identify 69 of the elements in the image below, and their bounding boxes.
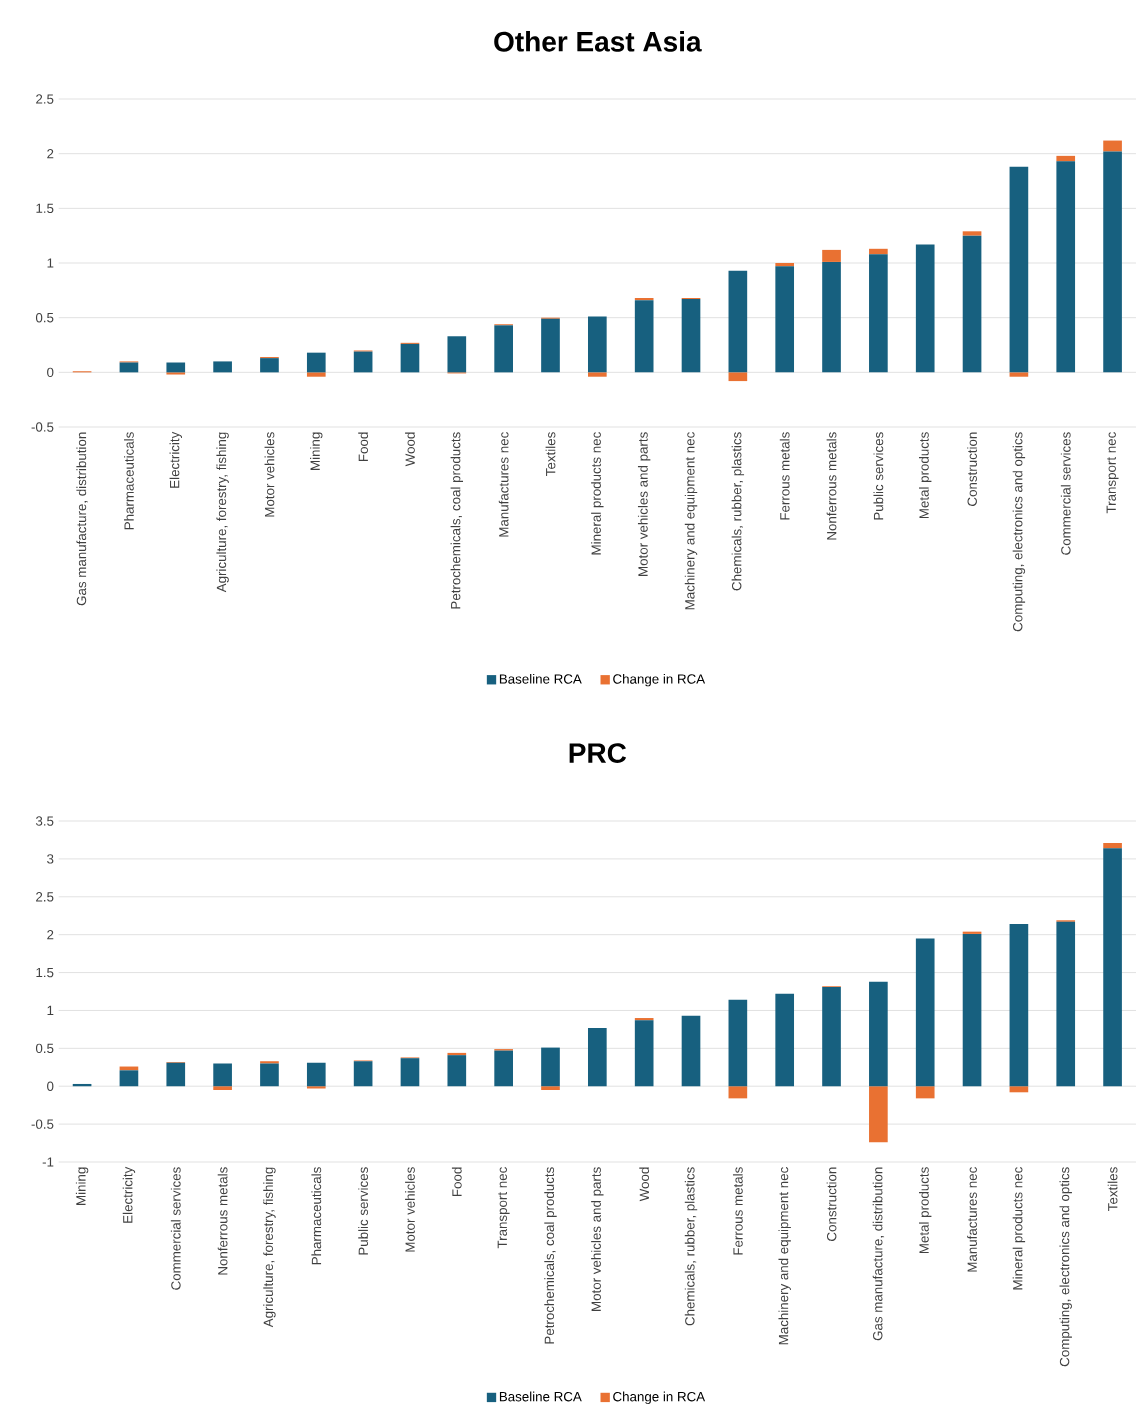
- x-tick-label: Transport nec: [497, 1167, 510, 1249]
- legend-label: Baseline RCA: [499, 673, 582, 684]
- x-tick-label: Manufactures nec: [967, 1167, 977, 1272]
- x-tick-label: Wood: [405, 432, 415, 467]
- x-tick-label: Pharmaceuticals: [124, 432, 134, 530]
- y-tick-label: 1.5: [36, 203, 54, 213]
- y-tick-label: 0: [47, 1081, 54, 1091]
- x-tick-label: Computing, electronics and optics: [1012, 432, 1026, 632]
- x-tick-label: Textiles: [545, 432, 556, 476]
- x-tick-label: Agriculture, forestry, fishing: [216, 432, 229, 593]
- x-tick-label: Food: [451, 1167, 462, 1197]
- y-tick-label: 0.5: [35, 312, 54, 323]
- x-tick-label: Pharmaceuticals: [311, 1167, 322, 1265]
- x-tick-label: Metal products: [919, 1167, 932, 1254]
- x-tick-label: Motor vehicles: [264, 432, 275, 517]
- x-tick-label: Food: [358, 432, 369, 462]
- y-tick-label: 1: [47, 1005, 54, 1016]
- x-tick-label: Manufactures nec: [498, 432, 509, 537]
- chart-title: PRC: [569, 743, 627, 763]
- x-tick-label: Chemicals, rubber, plastics: [684, 1167, 698, 1326]
- x-tick-label: Transport nec: [1106, 432, 1119, 514]
- x-tick-label: Mineral products nec: [1012, 1167, 1026, 1290]
- x-tick-label: Mining: [75, 1167, 89, 1205]
- x-tick-label: Electricity: [169, 431, 182, 488]
- x-tick-label: Public services: [358, 1167, 369, 1255]
- y-tick-label: -1: [42, 1157, 54, 1167]
- y-tick-label: 1: [47, 258, 54, 268]
- x-tick-label: Machinery and equipment nec: [778, 1167, 791, 1345]
- x-tick-label: Public services: [873, 432, 884, 520]
- y-tick-label: 2: [47, 149, 54, 159]
- x-tick-label: Textiles: [1107, 1167, 1118, 1211]
- x-tick-label: Nonferrous metals: [826, 432, 837, 540]
- x-tick-label: Wood: [639, 1167, 650, 1202]
- x-tick-label: Construction: [967, 432, 977, 506]
- y-tick-label: -0.5: [31, 422, 54, 432]
- y-tick-label: 3.5: [35, 816, 54, 826]
- y-tick-label: 3: [47, 854, 54, 864]
- x-tick-label: Chemicals, rubber, plastics: [731, 432, 745, 591]
- x-tick-label: Motor vehicles: [405, 1167, 415, 1252]
- x-tick-label: Electricity: [122, 1166, 136, 1223]
- y-tick-label: 2.5: [36, 892, 54, 902]
- x-tick-label: Gas manufacture, distribution: [872, 1167, 885, 1341]
- x-tick-label: Petrochemicals, coal products: [544, 1167, 557, 1344]
- x-tick-label: Motor vehicles and parts: [591, 1167, 604, 1311]
- y-tick-label: -0.5: [31, 1119, 54, 1129]
- x-tick-label: Gas manufacture, distribution: [76, 432, 88, 606]
- chart-title: Other East Asia: [494, 31, 702, 52]
- x-tick-label: Machinery and equipment nec: [684, 432, 698, 610]
- legend-label: Change in RCA: [613, 1391, 706, 1405]
- x-tick-label: Ferrous metals: [779, 432, 790, 520]
- y-tick-label: 2: [47, 930, 54, 940]
- x-tick-label: Ferrous metals: [732, 1167, 743, 1255]
- x-tick-label: Commercial services: [1060, 432, 1071, 555]
- legend-label: Change in RCA: [613, 673, 706, 687]
- y-tick-label: 0: [47, 367, 54, 378]
- x-tick-label: Agriculture, forestry, fishing: [263, 1167, 276, 1328]
- x-tick-label: Mineral products nec: [591, 432, 604, 555]
- x-tick-label: Commercial services: [170, 1167, 181, 1290]
- x-tick-label: Construction: [826, 1167, 837, 1241]
- x-tick-label: Mining: [310, 432, 323, 470]
- x-tick-label: Computing, electronics and optics: [1059, 1167, 1072, 1367]
- y-tick-label: 1.5: [36, 967, 54, 978]
- y-tick-label: 2.5: [36, 94, 54, 104]
- x-tick-label: Petrochemicals, coal products: [450, 432, 464, 609]
- y-tick-label: 0.5: [35, 1043, 54, 1054]
- x-tick-label: Nonferrous metals: [217, 1167, 228, 1275]
- legend-label: Baseline RCA: [499, 1391, 582, 1402]
- x-tick-label: Motor vehicles and parts: [637, 432, 651, 576]
- x-tick-label: Metal products: [919, 432, 932, 519]
